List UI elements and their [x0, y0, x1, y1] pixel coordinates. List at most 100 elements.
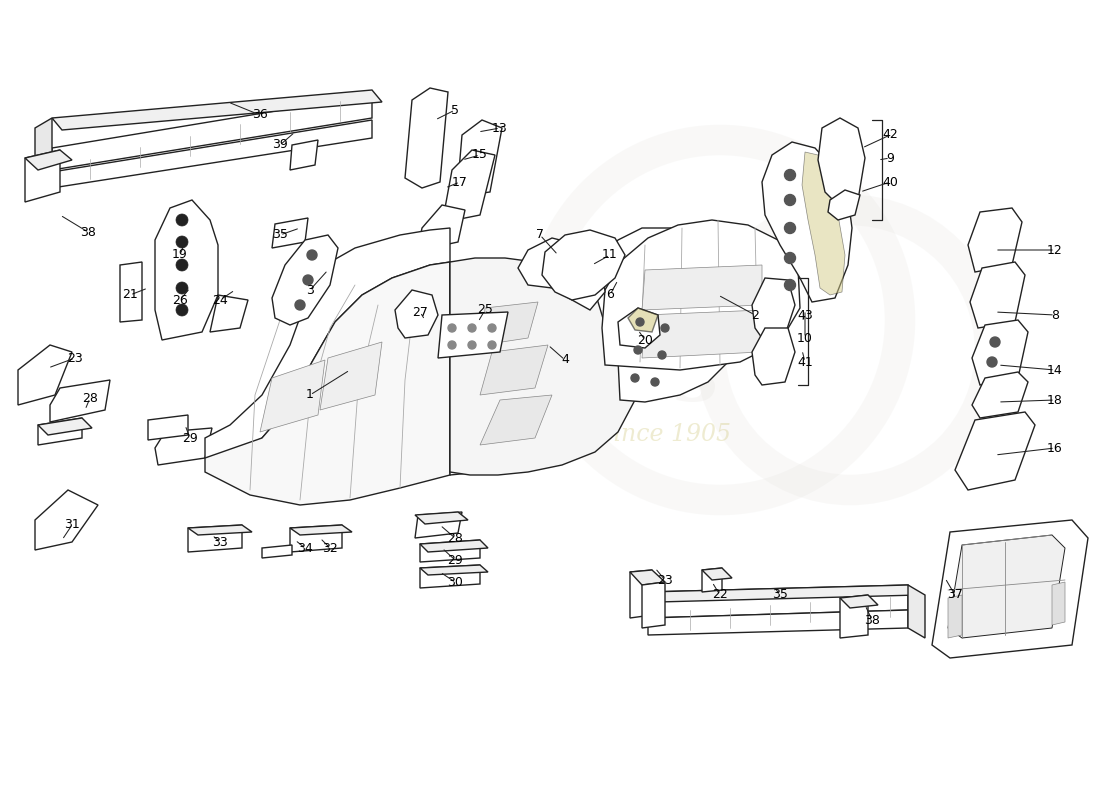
Circle shape	[631, 374, 639, 382]
Polygon shape	[420, 565, 488, 575]
Circle shape	[784, 279, 795, 290]
Circle shape	[468, 324, 476, 332]
Circle shape	[661, 324, 669, 332]
Polygon shape	[148, 415, 188, 440]
Circle shape	[176, 214, 188, 226]
Text: 32: 32	[322, 542, 338, 554]
Text: 39: 39	[272, 138, 288, 151]
Text: 11: 11	[602, 249, 618, 262]
Text: 30: 30	[447, 575, 463, 589]
Polygon shape	[450, 258, 635, 475]
Polygon shape	[542, 230, 625, 300]
Text: 16: 16	[1047, 442, 1063, 454]
Polygon shape	[932, 520, 1088, 658]
Polygon shape	[52, 120, 372, 188]
Polygon shape	[272, 235, 338, 325]
Text: 31: 31	[64, 518, 80, 531]
Text: 10: 10	[798, 331, 813, 345]
Polygon shape	[405, 88, 448, 188]
Polygon shape	[25, 150, 60, 202]
Text: 33: 33	[212, 535, 228, 549]
Polygon shape	[446, 150, 495, 220]
Polygon shape	[290, 140, 318, 170]
Text: 12: 12	[1047, 243, 1063, 257]
Polygon shape	[595, 228, 742, 402]
Polygon shape	[828, 190, 860, 220]
Polygon shape	[39, 418, 92, 435]
Polygon shape	[628, 308, 658, 332]
Circle shape	[176, 282, 188, 294]
Polygon shape	[642, 265, 762, 310]
Polygon shape	[762, 142, 852, 302]
Circle shape	[468, 341, 476, 349]
Polygon shape	[450, 262, 620, 475]
Polygon shape	[480, 395, 552, 445]
Text: 36: 36	[252, 109, 268, 122]
Circle shape	[307, 250, 317, 260]
Text: 7: 7	[536, 229, 544, 242]
Polygon shape	[262, 545, 292, 558]
Polygon shape	[1052, 582, 1065, 625]
Polygon shape	[840, 595, 868, 638]
Polygon shape	[630, 570, 652, 618]
Circle shape	[448, 324, 456, 332]
Polygon shape	[18, 345, 72, 405]
Polygon shape	[50, 380, 110, 422]
Text: 43: 43	[798, 309, 813, 322]
Polygon shape	[968, 208, 1022, 272]
Polygon shape	[52, 95, 372, 170]
Text: passion for driving since 1905: passion for driving since 1905	[368, 423, 732, 446]
Text: 25: 25	[477, 303, 493, 317]
Circle shape	[658, 351, 666, 359]
Polygon shape	[908, 585, 925, 638]
Text: 2: 2	[751, 309, 759, 322]
Text: 17: 17	[452, 175, 468, 189]
Polygon shape	[480, 345, 548, 395]
Circle shape	[784, 194, 795, 206]
Polygon shape	[420, 565, 480, 588]
Polygon shape	[702, 568, 722, 592]
Text: 1: 1	[306, 389, 313, 402]
Text: 21: 21	[122, 289, 138, 302]
Polygon shape	[35, 118, 52, 170]
Polygon shape	[420, 205, 465, 248]
Polygon shape	[518, 238, 605, 310]
Polygon shape	[602, 220, 800, 370]
Polygon shape	[648, 610, 908, 635]
Polygon shape	[752, 328, 795, 385]
Text: 8: 8	[1050, 309, 1059, 322]
Text: 38: 38	[80, 226, 96, 238]
Text: 28: 28	[82, 391, 98, 405]
Polygon shape	[420, 540, 488, 552]
Circle shape	[784, 222, 795, 234]
Text: 24: 24	[212, 294, 228, 306]
Circle shape	[784, 253, 795, 263]
Text: 37: 37	[947, 589, 962, 602]
Polygon shape	[630, 570, 666, 585]
Circle shape	[987, 357, 997, 367]
Text: 27: 27	[412, 306, 428, 318]
Polygon shape	[802, 152, 845, 295]
Polygon shape	[752, 278, 795, 338]
Text: 22: 22	[712, 589, 728, 602]
Polygon shape	[420, 540, 480, 562]
Polygon shape	[955, 412, 1035, 490]
Polygon shape	[642, 582, 666, 628]
Polygon shape	[35, 490, 98, 550]
Circle shape	[990, 337, 1000, 347]
Text: 29: 29	[447, 554, 463, 566]
Text: 29: 29	[183, 431, 198, 445]
Polygon shape	[260, 360, 324, 432]
Text: 42: 42	[882, 129, 898, 142]
Polygon shape	[188, 525, 252, 535]
Text: 3: 3	[306, 283, 313, 297]
Circle shape	[448, 341, 456, 349]
Polygon shape	[840, 595, 878, 608]
Circle shape	[634, 346, 642, 354]
Circle shape	[176, 259, 188, 271]
Polygon shape	[948, 535, 1065, 638]
Text: 5: 5	[451, 103, 459, 117]
Polygon shape	[290, 525, 352, 535]
Polygon shape	[205, 228, 450, 458]
Circle shape	[636, 318, 644, 326]
